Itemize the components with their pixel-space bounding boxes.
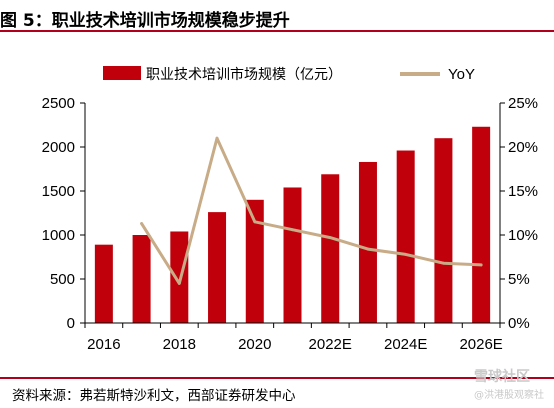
bar-2025E	[434, 138, 453, 323]
y-right-tick-label: 5%	[508, 271, 530, 288]
watermark: 雪球社区 @洪港股观察社	[474, 366, 544, 401]
yoy-point-2026E	[479, 263, 483, 267]
page-title: 图 5：职业技术培训市场规模稳步提升	[0, 11, 290, 31]
y-right-tick-label: 15%	[508, 183, 538, 200]
yoy-point-2022E	[328, 236, 332, 240]
bar-2023E	[358, 161, 377, 323]
yoy-point-2017	[140, 222, 143, 225]
yoy-point-2020	[253, 220, 257, 224]
bar-2021	[283, 187, 302, 323]
x-tick-label: 2026E	[459, 336, 502, 353]
bar-2016	[94, 244, 113, 323]
chart-area: 职业技术培训市场规模（亿元） YoY 0 500 1000 1500 2000 2500 0%…	[42, 66, 538, 353]
yoy-point-2018	[177, 282, 181, 285]
bar-2020	[245, 199, 264, 323]
bar-2022E	[321, 174, 340, 323]
watermark-sub: @洪港股观察社	[474, 390, 544, 401]
yoy-point-2021	[291, 228, 294, 232]
y-right-tick-label: 20%	[508, 139, 538, 156]
yoy-line	[140, 136, 483, 285]
y-left-tick-label: 2000	[42, 139, 75, 156]
x-tick-label: 2022E	[309, 336, 352, 353]
y-right-tick-label: 0%	[508, 315, 530, 332]
source-note: 资料来源：弗若斯特沙利文，西部证券研发中心	[12, 388, 296, 404]
legend-bar-label: 职业技术培训市场规模（亿元）	[146, 66, 342, 82]
watermark-text: 雪球社区	[474, 369, 530, 385]
title-divider	[0, 30, 554, 32]
yoy-point-2019	[215, 136, 219, 140]
y-left-tick-label: 1500	[42, 183, 75, 200]
chart-axes: 0 500 1000 1500 2000 2500 0% 5% 10% 15% 20% 25% 2016…	[42, 95, 538, 353]
bar-2019	[208, 212, 227, 323]
legend-line-label: YoY	[448, 66, 475, 83]
y-right-tick-label: 10%	[508, 227, 538, 244]
x-tick-label: 2018	[163, 336, 196, 353]
y-left-tick-label: 0	[67, 315, 75, 332]
yoy-point-2025E	[442, 261, 445, 265]
y-left-tick-label: 1000	[42, 227, 75, 244]
y-left-tick-label: 500	[50, 271, 75, 288]
bar-2017	[132, 235, 151, 323]
chart-legend: 职业技术培训市场规模（亿元） YoY	[103, 66, 475, 83]
bar-2026E	[472, 126, 491, 323]
source-divider	[0, 377, 554, 379]
y-right-tick-label: 25%	[508, 95, 538, 112]
yoy-point-2023E	[366, 247, 370, 251]
bar-series	[94, 126, 491, 323]
x-tick-label: 2020	[238, 336, 271, 353]
line-series	[140, 136, 483, 285]
bar-2018	[170, 231, 189, 323]
legend-bar-swatch	[103, 66, 141, 80]
yoy-point-2024E	[404, 252, 408, 256]
y-left-tick-label: 2500	[42, 95, 75, 112]
bar-2024E	[396, 150, 415, 323]
x-tick-label: 2016	[87, 336, 120, 353]
x-tick-label: 2024E	[384, 336, 427, 353]
